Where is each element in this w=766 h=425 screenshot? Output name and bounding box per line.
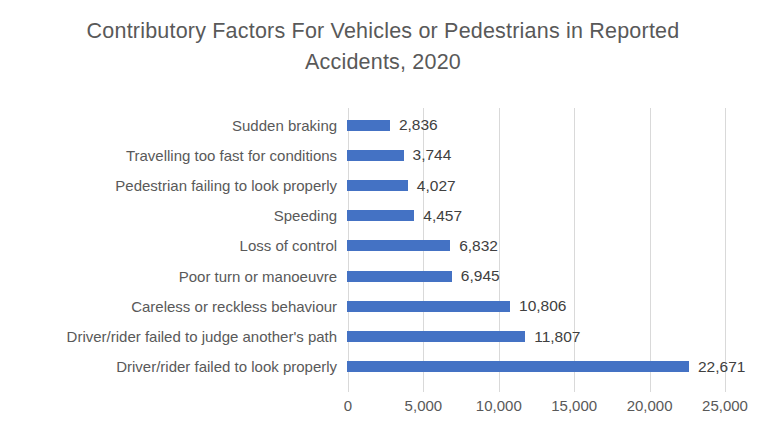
bar-row: Driver/rider failed to judge another's p… xyxy=(0,322,766,352)
bar xyxy=(347,120,390,131)
value-label: 6,945 xyxy=(461,267,500,285)
bar-row: Sudden braking 2,836 xyxy=(0,110,766,140)
x-axis: 05,00010,00015,00020,00025,000 xyxy=(348,397,725,419)
bar-area: 6,945 xyxy=(347,261,766,291)
chart-title: Contributory Factors For Vehicles or Ped… xyxy=(78,16,688,77)
bar-rows: Sudden braking 2,836 Travelling too fast f… xyxy=(0,110,766,382)
value-label: 6,832 xyxy=(459,237,498,255)
bar xyxy=(347,180,408,191)
value-label: 4,027 xyxy=(417,177,456,195)
category-label: Driver/rider failed to judge another's p… xyxy=(0,328,347,345)
bar-row: Driver/rider failed to look properly 22,6… xyxy=(0,352,766,382)
value-label: 2,836 xyxy=(399,116,438,134)
bar-row: Travelling too fast for conditions 3,744 xyxy=(0,140,766,170)
x-tick-label: 25,000 xyxy=(702,397,748,414)
value-label: 11,807 xyxy=(534,328,580,346)
x-tick-label: 0 xyxy=(344,397,352,414)
bar-row: Careless or reckless behaviour 10,806 xyxy=(0,291,766,321)
bar xyxy=(347,301,510,312)
category-label: Travelling too fast for conditions xyxy=(0,147,347,164)
bar-row: Speeding 4,457 xyxy=(0,201,766,231)
bar-area: 3,744 xyxy=(347,140,766,170)
bar-area: 4,457 xyxy=(347,201,766,231)
category-label: Poor turn or manoeuvre xyxy=(0,268,347,285)
x-tick-label: 15,000 xyxy=(551,397,597,414)
bar xyxy=(347,240,450,251)
bar xyxy=(347,331,525,342)
value-label: 22,671 xyxy=(698,358,745,376)
bar-row: Pedestrian failing to look properly 4,027 xyxy=(0,170,766,200)
category-label: Driver/rider failed to look properly xyxy=(0,358,347,375)
category-label: Pedestrian failing to look properly xyxy=(0,177,347,194)
plot-area: Sudden braking 2,836 Travelling too fast f… xyxy=(0,108,766,418)
value-label: 4,457 xyxy=(423,207,462,225)
chart-container: Contributory Factors For Vehicles or Ped… xyxy=(0,0,766,425)
bar-area: 4,027 xyxy=(347,170,766,200)
bar-row: Poor turn or manoeuvre 6,945 xyxy=(0,261,766,291)
category-label: Loss of control xyxy=(0,237,347,254)
bar xyxy=(347,210,414,221)
value-label: 3,744 xyxy=(413,146,452,164)
x-tick-label: 5,000 xyxy=(405,397,443,414)
bar-area: 22,671 xyxy=(347,352,766,382)
bar xyxy=(347,271,452,282)
category-label: Speeding xyxy=(0,207,347,224)
x-tick-label: 10,000 xyxy=(476,397,522,414)
bar xyxy=(347,361,689,372)
bar-area: 2,836 xyxy=(347,110,766,140)
bar-area: 10,806 xyxy=(347,291,766,321)
bar-area: 11,807 xyxy=(347,322,766,352)
bar xyxy=(347,150,403,161)
category-label: Careless or reckless behaviour xyxy=(0,298,347,315)
value-label: 10,806 xyxy=(519,297,566,315)
category-label: Sudden braking xyxy=(0,117,347,134)
bar-area: 6,832 xyxy=(347,231,766,261)
x-tick-label: 20,000 xyxy=(627,397,673,414)
bar-row: Loss of control 6,832 xyxy=(0,231,766,261)
